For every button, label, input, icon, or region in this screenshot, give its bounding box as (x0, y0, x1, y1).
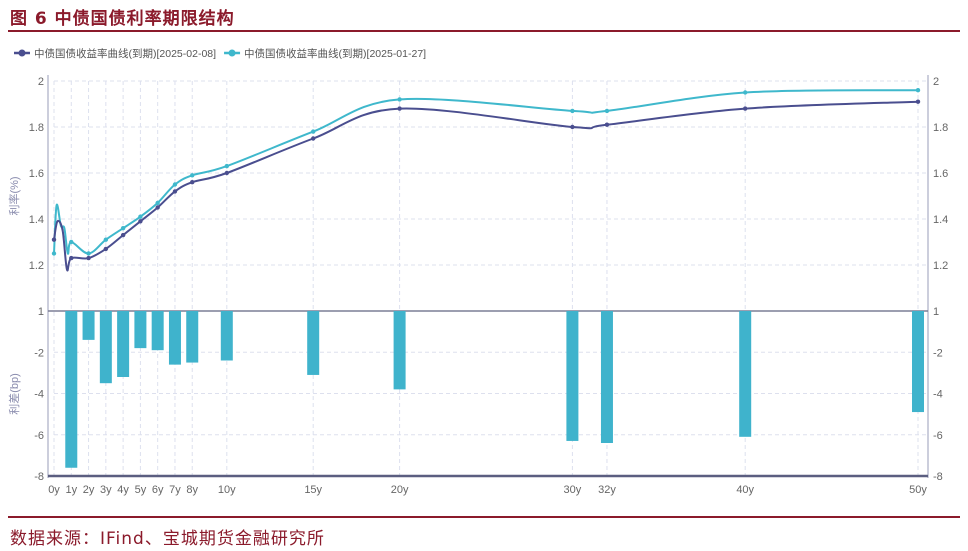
series-point (915, 88, 921, 93)
series-point (190, 173, 195, 178)
chart: 1.2 1.2 1.4 1.4 1.6 1.6 1.8 1.8 2 2 1 1 -2 -2 -4 -4 -6 -6… (7, 47, 948, 496)
legend-label: 中债国债收益率曲线(到期)[2025-01-27] (244, 47, 426, 60)
bar-y-tick-label-right: -6 (933, 430, 943, 442)
series-point (103, 246, 109, 252)
x-tick-label: 1y (65, 484, 77, 496)
series-point (224, 163, 229, 169)
bar-20y (393, 311, 406, 390)
series-point (570, 124, 575, 130)
y-tick-label-right: 1.6 (933, 168, 948, 180)
series-point (397, 97, 402, 102)
line-y-axis-title: 利率(%) (7, 176, 21, 215)
x-tick-label: 8y (186, 484, 198, 496)
series-point (86, 255, 91, 261)
series-point (570, 108, 575, 114)
series-point (51, 251, 57, 256)
x-tick-label: 6y (152, 484, 164, 496)
bar-y-tick-label-left: -8 (34, 471, 44, 483)
figure-title: 图 6 中债国债利率期限结构 (10, 9, 235, 29)
legend-marker-dot (228, 49, 236, 57)
series-point (224, 170, 229, 176)
bar-y-tick-label-right: -8 (933, 471, 943, 483)
footer-rule (8, 516, 960, 518)
series-point (915, 99, 921, 104)
y-tick-label-right: 1.4 (933, 214, 948, 226)
legend-marker-dot (18, 49, 26, 57)
series-point (604, 108, 610, 114)
bar-y-tick-label-right: -2 (933, 347, 943, 359)
series-point (51, 237, 57, 242)
x-tick-label: 30y (564, 484, 582, 496)
bar-7y (168, 311, 181, 365)
series-point (155, 200, 160, 206)
y-tick-label-left: 2 (38, 76, 44, 88)
bar-y-tick-label-left: -6 (34, 430, 44, 442)
series-point (120, 232, 126, 238)
series-point (743, 106, 748, 111)
x-tick-label: 10y (218, 484, 236, 496)
x-tick-label: 15y (304, 484, 322, 496)
x-tick-label: 5y (135, 484, 147, 496)
x-tick-label: 7y (169, 484, 181, 496)
series-point (86, 251, 91, 256)
series-point (138, 219, 143, 224)
x-tick-label: 3y (100, 484, 112, 496)
series-point (120, 226, 126, 231)
source-note: 数据来源：IFind、宝城期货金融研究所 (10, 529, 325, 549)
series-point (103, 237, 109, 242)
bar-y-tick-label-right: 1 (933, 306, 939, 318)
x-tick-label: 2y (83, 484, 95, 496)
y-tick-label-right: 1.2 (933, 260, 948, 272)
bar-4y (117, 311, 130, 377)
x-tick-label: 50y (909, 484, 927, 496)
y-tick-label-right: 2 (933, 76, 939, 88)
bar-30y (566, 311, 579, 441)
bar-15y (307, 311, 320, 375)
x-tick-label: 20y (391, 484, 409, 496)
series-point (155, 205, 160, 210)
y-tick-label-left: 1.2 (29, 260, 44, 272)
title-rule (8, 30, 960, 32)
bar-5y (134, 311, 147, 349)
series-point (172, 189, 178, 194)
bar-10y (220, 311, 233, 361)
x-tick-label: 40y (736, 484, 754, 496)
legend-label: 中债国债收益率曲线(到期)[2025-02-08] (34, 47, 216, 60)
series-point (397, 106, 402, 111)
x-tick-label: 32y (598, 484, 616, 496)
bar-2y (82, 311, 95, 340)
bar-y-axis-title: 利差(bp) (7, 373, 21, 415)
bar-6y (151, 311, 164, 351)
series-point (604, 122, 610, 127)
bar-y-tick-label-left: 1 (38, 306, 44, 318)
y-tick-label-left: 1.4 (29, 214, 44, 226)
y-tick-label-left: 1.6 (29, 168, 44, 180)
x-tick-label: 0y (48, 484, 60, 496)
series-point (138, 214, 143, 219)
series-line (53, 89, 919, 255)
series-point (69, 255, 74, 261)
series-point (172, 182, 178, 187)
series-point (311, 129, 316, 134)
bar-8y (186, 311, 199, 363)
bar-32y (600, 311, 613, 443)
bar-40y (739, 311, 752, 437)
bar-1y (65, 311, 78, 468)
x-tick-label: 4y (117, 484, 129, 496)
series-point (69, 239, 74, 245)
bar-y-tick-label-left: -2 (34, 347, 44, 359)
bar-3y (99, 311, 112, 384)
bar-y-tick-label-right: -4 (933, 389, 943, 401)
bar-50y (912, 311, 924, 413)
series-point (190, 180, 195, 185)
series-point (743, 90, 748, 95)
bar-y-tick-label-left: -4 (34, 389, 44, 401)
series-point (311, 136, 316, 141)
y-tick-label-left: 1.8 (29, 122, 44, 134)
y-tick-label-right: 1.8 (933, 122, 948, 134)
